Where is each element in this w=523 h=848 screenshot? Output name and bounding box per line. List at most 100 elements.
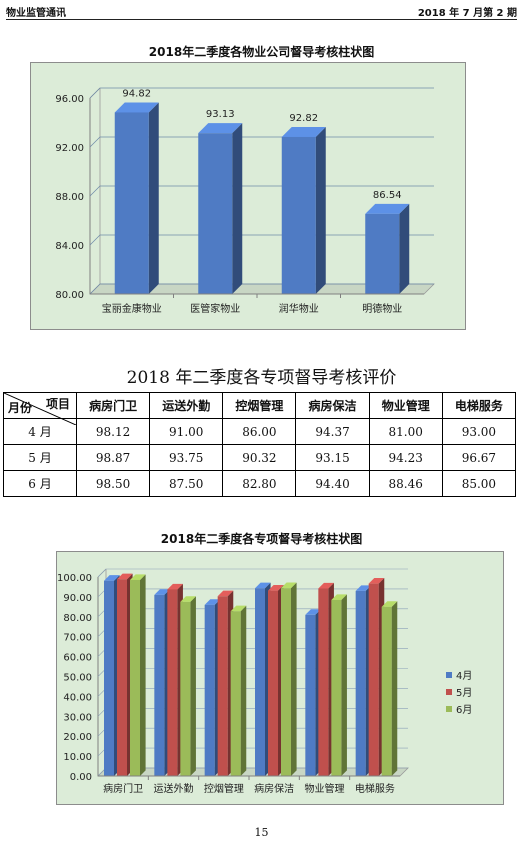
page-header: 物业监管通讯 2018 年 7 月第 2 期: [6, 2, 517, 20]
gridline: [97, 568, 408, 578]
bar-top: [305, 609, 321, 615]
score-cell: 93.15: [295, 444, 370, 471]
corner-cell: 项目 月份: [3, 392, 77, 425]
bar-face: [305, 614, 316, 776]
bar-side: [232, 123, 243, 294]
bar-2: [281, 126, 326, 294]
bar-top: [230, 605, 247, 612]
bar-face: [104, 580, 114, 776]
month-cell: 4 月: [3, 418, 77, 445]
score-cell: 96.67: [441, 444, 517, 471]
x-tick-label: 控烟管理: [204, 782, 244, 795]
score-cell: 98.12: [75, 418, 151, 445]
bar-top: [167, 583, 183, 590]
bar-face: [114, 112, 149, 294]
bar-top: [331, 594, 347, 600]
legend-label: 4月: [456, 670, 472, 682]
chart1-title: 2018年二季度各物业公司督导考核柱状图: [148, 45, 375, 59]
score-cell: 94.23: [368, 444, 443, 471]
publication-name: 物业监管通讯: [6, 8, 66, 19]
y-tick-label: 60.00: [63, 653, 92, 664]
y-tick-label: 88.00: [55, 192, 84, 203]
bar-face: [365, 213, 400, 294]
x-tick-label: 病房保洁: [254, 782, 294, 795]
bar-face: [117, 579, 127, 776]
data-label: 92.82: [289, 113, 318, 124]
bar-top: [381, 601, 398, 607]
x-tick-label: 病房门卫: [103, 782, 143, 795]
bar-side: [148, 102, 159, 294]
column-header: 控烟管理: [222, 392, 297, 419]
bar-side: [341, 594, 347, 776]
bar-4-2: [331, 594, 347, 776]
chart2-title: 2018年二季度各专项督导考核柱状图: [160, 532, 363, 546]
y-tick-label: 80.00: [63, 613, 92, 624]
score-cell: 91.00: [149, 418, 224, 445]
bar-top: [281, 582, 297, 589]
bar-3: [365, 203, 410, 294]
x-tick-label: 宝丽金康物业: [102, 302, 162, 315]
bar-top: [204, 599, 221, 605]
score-cell: 86.00: [222, 418, 297, 445]
bar-top: [180, 596, 196, 602]
bar-side: [291, 582, 297, 776]
company-bar-chart: 80.00 84.00 88.00 92.00 96.00 94.82 宝丽金康物业 93.1…: [30, 62, 466, 330]
y-tick-label: 100.00: [57, 573, 92, 584]
column-header: 物业管理: [368, 392, 443, 419]
bar-top: [117, 573, 133, 580]
legend-swatch: [446, 706, 452, 712]
issue-date: 2018 年 7 月第 2 期: [417, 8, 517, 19]
gridline: [89, 87, 434, 99]
bar-0: [114, 102, 159, 294]
bar-side: [315, 126, 326, 294]
bar-top: [217, 590, 234, 597]
legend-label: 6月: [456, 704, 472, 716]
bar-0-2: [130, 574, 146, 776]
score-cell: 82.80: [222, 470, 297, 497]
y-tick-label: 0.00: [70, 772, 92, 783]
score-cell: 85.00: [441, 470, 517, 497]
bar-side: [240, 605, 247, 776]
bar-top: [154, 589, 170, 595]
legend-label: 5月: [456, 687, 472, 699]
bar-face: [318, 588, 329, 776]
y-tick-label: 92.00: [55, 143, 84, 154]
bar-2-2: [230, 605, 247, 776]
bar-side: [190, 596, 196, 776]
bar-5-2: [381, 601, 398, 776]
header-rule: [6, 19, 517, 20]
category-bar-chart: 0.00 10.00 20.00 30.00 40.00 50.00 60.00 70.00 8…: [56, 551, 504, 805]
bar-face: [331, 599, 342, 776]
y-tick-label: 84.00: [55, 241, 84, 252]
corner-month-label: 月份: [8, 401, 33, 415]
legend-swatch: [446, 672, 452, 678]
score-cell: 93.75: [149, 444, 224, 471]
bar-top: [130, 574, 146, 580]
y-tick-label: 90.00: [63, 593, 92, 604]
bar-face: [268, 590, 278, 776]
x-tick-label: 润华物业: [279, 302, 319, 315]
y-tick-label: 50.00: [63, 673, 92, 684]
score-cell: 94.40: [295, 470, 370, 497]
score-cell: 94.37: [295, 418, 370, 445]
y-tick-label: 80.00: [55, 290, 84, 301]
bar-3-2: [281, 582, 297, 776]
y-tick-label: 40.00: [63, 692, 92, 703]
bar-face: [255, 588, 265, 776]
x-tick-label: 运送外勤: [154, 782, 194, 795]
table-row: 5 月 98.87 93.75 90.32 93.15 94.23 96.67: [3, 444, 517, 471]
score-cell: 88.46: [368, 470, 443, 497]
table-row: 4 月 98.12 91.00 86.00 94.37 81.00 93.00: [3, 418, 517, 445]
month-cell: 5 月: [3, 444, 77, 471]
bar-face: [230, 611, 241, 776]
bar-1-2: [180, 596, 196, 776]
bar-side: [391, 601, 398, 776]
month-cell: 6 月: [3, 470, 77, 497]
column-header: 运送外勤: [149, 392, 224, 419]
legend-swatch: [446, 689, 452, 695]
score-cell: 87.50: [149, 470, 224, 497]
data-label: 94.82: [122, 88, 151, 99]
bar-top: [318, 582, 334, 589]
table-header-row: 项目 月份 病房门卫 运送外勤 控烟管理 病房保洁 物业管理 电梯服务: [3, 392, 517, 425]
data-label: 93.13: [206, 109, 235, 120]
